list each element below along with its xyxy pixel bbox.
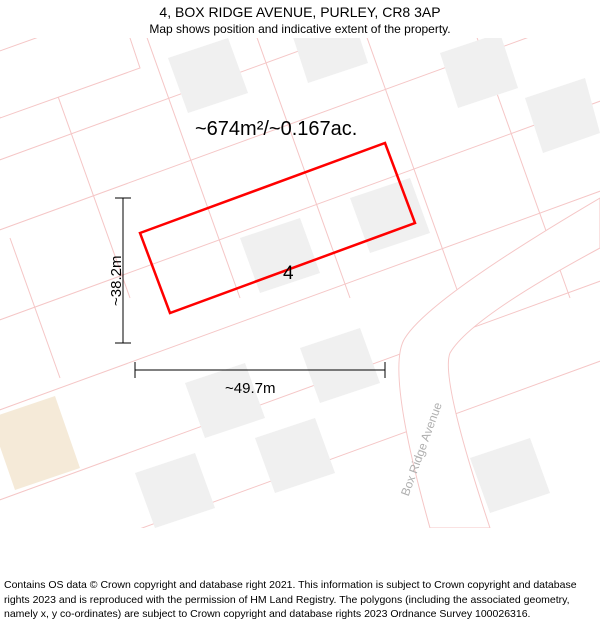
height-label: ~38.2m	[108, 256, 125, 306]
page-title: 4, BOX RIDGE AVENUE, PURLEY, CR8 3AP	[0, 4, 600, 20]
plot-number: 4	[283, 263, 294, 285]
copyright-footer: Contains OS data © Crown copyright and d…	[4, 578, 596, 621]
map-container: ~674m²/~0.167ac. ~38.2m ~49.7m 4 Box Rid…	[0, 38, 600, 528]
header: 4, BOX RIDGE AVENUE, PURLEY, CR8 3AP Map…	[0, 4, 600, 36]
area-label: ~674m²/~0.167ac.	[195, 118, 357, 141]
width-label: ~49.7m	[225, 380, 275, 397]
page-subtitle: Map shows position and indicative extent…	[0, 22, 600, 36]
map-svg	[0, 38, 600, 528]
